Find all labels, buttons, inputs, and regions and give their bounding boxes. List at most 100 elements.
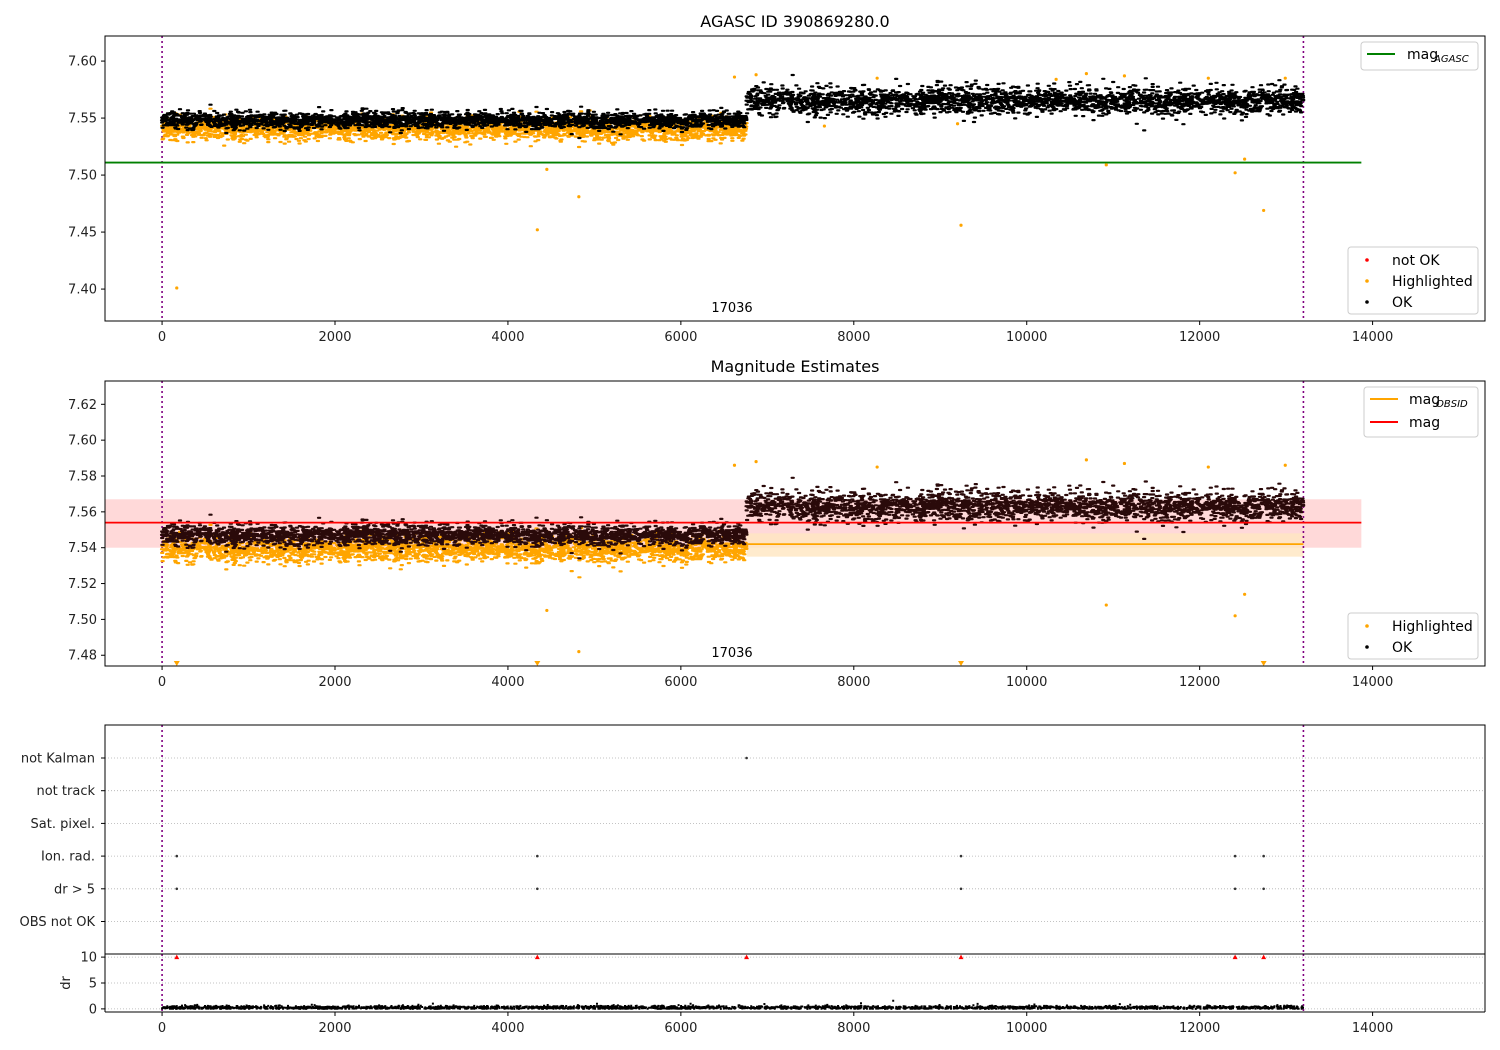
y-tick-label: 7.60: [68, 55, 97, 70]
flag-point: [959, 854, 963, 858]
y-tick-label: 7.50: [68, 613, 97, 628]
highlighted-point: [1233, 171, 1237, 175]
dr-panel-axes: 0 5 10 0 2000 4000 6000 8000 10000 12000 14000: [80, 951, 1486, 1036]
dr-clipped-marker: [534, 954, 540, 960]
legend-marker: [1365, 624, 1369, 628]
legend-label: OK: [1392, 295, 1413, 311]
flag-point: [1233, 854, 1237, 858]
highlighted-point: [1104, 603, 1108, 607]
x-tick-label: 2000: [318, 1021, 351, 1036]
highlighted-point: [1206, 465, 1210, 469]
highlighted-point: [545, 608, 549, 613]
x-tick-label: 12000: [1179, 1021, 1220, 1036]
y-tick-label: 7.40: [68, 283, 97, 298]
highlighted-point: [955, 122, 960, 126]
dr-clipped-marker: [174, 954, 180, 960]
x-tick-label: 6000: [664, 330, 697, 345]
legend-label: Highlighted: [1392, 619, 1473, 635]
x-tick-label: 6000: [664, 675, 697, 690]
x-tick-label: 0: [158, 1021, 166, 1036]
data-points: [744, 73, 1306, 132]
axes-frame: [104, 35, 1486, 322]
y-tick-label: 7.50: [68, 169, 97, 184]
y-tick-label: 7.52: [68, 577, 97, 592]
flag-point: [536, 854, 539, 858]
highlighted-point: [822, 124, 826, 128]
data-points: [159, 103, 749, 140]
highlighted-point: [1283, 76, 1287, 80]
highlighted-point: [875, 76, 879, 80]
category-label: not Kalman: [21, 752, 95, 767]
magnitude-panel-title: Magnitude Estimates: [711, 357, 880, 376]
x-tick-label: 10000: [1006, 1021, 1047, 1036]
category-label: Ion. rad.: [41, 850, 95, 865]
dr-clipped-marker: [1261, 954, 1267, 960]
highlighted-point: [1054, 77, 1058, 81]
flag-point: [959, 887, 963, 891]
x-tick-label: 6000: [664, 1021, 697, 1036]
dr-clipped-marker: [744, 954, 750, 960]
x-tick-label: 12000: [1179, 675, 1220, 690]
highlighted-point: [1122, 74, 1127, 78]
agasc-panel-axes: 0 2000 4000 6000 8000 10000 12000 14000 7.40 7.45…: [68, 35, 1486, 345]
legend-label: mag: [1409, 392, 1440, 408]
flag-point: [745, 756, 748, 760]
clipped-marker: [1260, 661, 1267, 666]
highlighted-point: [754, 73, 758, 77]
x-tick-label: 2000: [318, 330, 351, 345]
category-label: OBS not OK: [20, 915, 96, 930]
legend-box: [1360, 41, 1479, 71]
agasc-panel-marks: [105, 36, 1362, 321]
y-tick-label: 7.54: [68, 541, 97, 556]
flag-point: [1233, 887, 1237, 891]
category-label: dr > 5: [54, 882, 95, 897]
category-label: not track: [36, 784, 95, 799]
clipped-marker: [173, 661, 180, 666]
dr-points: [161, 999, 1304, 1010]
dr-clipped-marker: [958, 954, 964, 960]
highlighted-point: [1084, 72, 1088, 76]
y-tick-label: 7.48: [68, 649, 97, 664]
dr-panel-marks: [105, 954, 1485, 1012]
x-tick-label: 12000: [1179, 330, 1220, 345]
flags-panel: not Kalman not track Sat. pixel. Ion. rad. d…: [20, 724, 1486, 955]
y-tick-label: 7.56: [68, 505, 97, 520]
highlighted-point: [959, 223, 963, 227]
magnitude-panel-axes: 0 2000 4000 6000 8000 10000 12000 14000 7.48 7.50…: [68, 380, 1486, 690]
legend-subscript: OBSID: [1436, 399, 1468, 410]
axes-frame: [104, 380, 1486, 667]
magnitude-obsid-label: 17036: [711, 646, 752, 661]
highlighted-point: [1233, 614, 1237, 618]
legend-label: Highlighted: [1392, 274, 1473, 290]
data-points: [744, 476, 1306, 540]
flags-panel-marks: [105, 725, 1485, 954]
highlighted-point: [1283, 463, 1287, 467]
flag-point: [1262, 854, 1265, 858]
x-tick-label: 8000: [837, 1021, 870, 1036]
x-tick-label: 8000: [837, 330, 870, 345]
flags-panel-axes: not Kalman not track Sat. pixel. Ion. rad. d…: [20, 724, 1486, 955]
x-tick-label: 14000: [1352, 675, 1393, 690]
highlighted-point: [545, 167, 549, 171]
legend-label: mag: [1407, 47, 1438, 63]
x-tick-label: 2000: [318, 675, 351, 690]
legend-subscript: AGASC: [1433, 54, 1469, 65]
legend-box: [1347, 612, 1479, 660]
legend-label: OK: [1392, 640, 1413, 656]
clipped-marker: [534, 661, 541, 666]
highlighted-point: [175, 286, 179, 290]
legend-marker: [1365, 258, 1369, 262]
flag-point: [175, 854, 179, 858]
y-tick-label: 7.45: [68, 226, 97, 241]
dr-axis-label: dr: [59, 976, 74, 990]
y-tick-label: 7.55: [68, 112, 97, 127]
highlighted-point: [1122, 461, 1127, 466]
flag-point: [1262, 887, 1265, 891]
y-tick-label: 7.58: [68, 470, 97, 485]
x-tick-label: 4000: [491, 1021, 524, 1036]
magnitude-panel-marks: [105, 381, 1362, 666]
highlighted-point: [1243, 592, 1247, 596]
y-tick-label: 7.62: [68, 398, 97, 413]
y-tick-label: 0: [89, 1002, 97, 1017]
